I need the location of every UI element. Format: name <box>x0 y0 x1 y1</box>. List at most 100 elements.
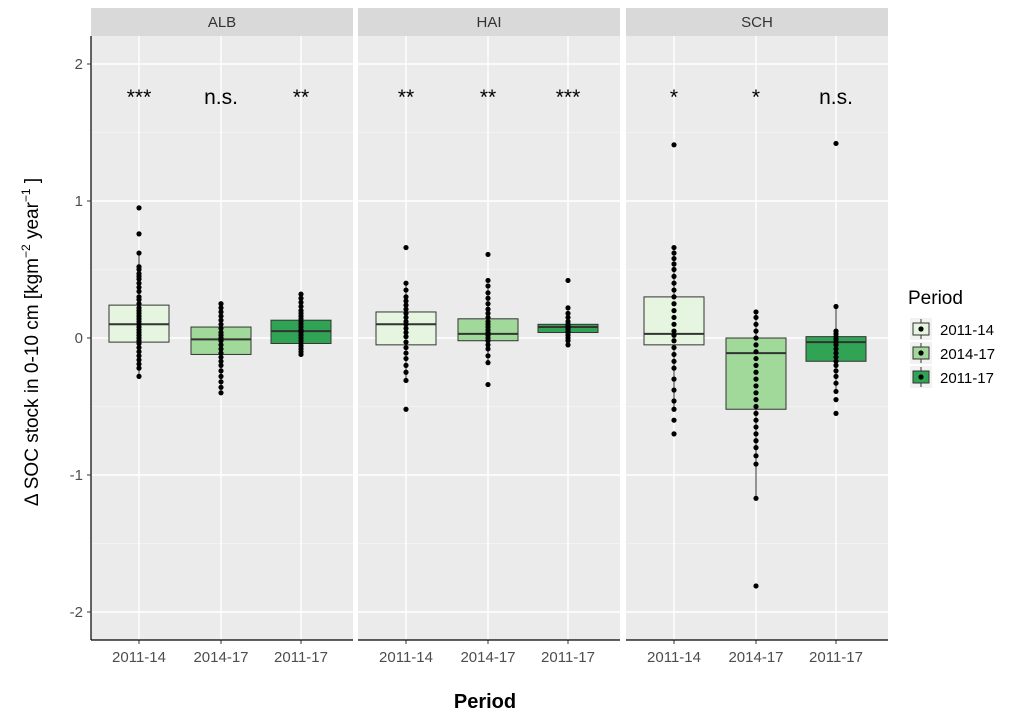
facet-strip-label: SCH <box>741 14 773 31</box>
data-point <box>833 368 839 374</box>
x-tick-label: 2011-17 <box>541 649 595 666</box>
data-point <box>565 342 571 348</box>
data-point <box>833 373 839 379</box>
y-tick-label: -1 <box>70 467 83 484</box>
data-point <box>136 344 142 351</box>
data-point <box>833 342 839 348</box>
data-point <box>218 358 224 364</box>
y-tick-label: 2 <box>75 56 83 73</box>
data-point <box>298 291 304 297</box>
data-point <box>753 342 759 348</box>
legend-key-point <box>918 326 924 332</box>
data-point <box>136 288 142 295</box>
y-axis-title-suffix: ] <box>22 178 43 189</box>
data-point <box>218 384 224 390</box>
significance-label: ** <box>293 86 309 109</box>
significance-label: * <box>752 86 760 109</box>
data-point <box>671 261 677 267</box>
data-point <box>485 295 491 301</box>
data-point <box>136 266 142 273</box>
data-point <box>136 250 142 256</box>
legend: Period 2011-14 2014-17 2011-17 <box>908 288 995 388</box>
data-point <box>403 310 409 316</box>
panels-layer: ALB***2011-14n.s.2014-17**2011-17HAI**20… <box>91 8 888 666</box>
data-point <box>403 362 409 368</box>
facet-strip <box>358 8 620 36</box>
significance-label: * <box>670 86 678 109</box>
data-point <box>403 377 409 384</box>
data-point <box>671 321 677 327</box>
data-point <box>753 309 759 315</box>
data-point <box>485 310 491 316</box>
data-point <box>485 346 491 352</box>
data-point <box>485 342 491 348</box>
x-tick-label: 2014-17 <box>193 649 248 666</box>
data-point <box>671 308 677 314</box>
legend-label: 2011-17 <box>940 370 994 387</box>
data-point <box>671 328 677 334</box>
data-point <box>485 251 491 258</box>
x-tick-label: 2011-17 <box>274 649 328 666</box>
data-point <box>136 361 142 367</box>
data-point <box>218 362 224 368</box>
data-point <box>753 445 759 451</box>
data-point <box>753 495 759 501</box>
data-point <box>485 290 491 296</box>
data-point <box>671 255 677 262</box>
data-point <box>403 339 409 345</box>
box-sch-2011-17: n.s. <box>805 86 867 416</box>
box-sch-2011-14: * <box>643 86 705 437</box>
data-point <box>136 373 142 379</box>
y-axis: -2 -1 0 1 2 <box>70 36 92 640</box>
data-point <box>218 368 224 374</box>
facet-strip-label: ALB <box>208 14 236 31</box>
significance-label: *** <box>556 86 581 109</box>
data-point <box>403 329 409 336</box>
box-alb-2011-14: *** <box>108 86 170 379</box>
data-point <box>753 335 759 341</box>
legend-key-point <box>918 374 924 380</box>
data-point <box>403 287 409 293</box>
data-point <box>485 301 491 307</box>
x-tick-label: 2014-17 <box>728 649 783 666</box>
y-axis-title: Δ SOC stock in 0-10 cm [kgm−2 year−1 ] <box>19 178 43 506</box>
legend-entry-2011-17: 2011-17 <box>910 366 994 388</box>
data-point <box>136 284 142 290</box>
data-point <box>218 373 224 379</box>
data-point <box>671 280 677 286</box>
data-point <box>753 397 759 403</box>
data-point <box>671 287 677 293</box>
legend-title: Period <box>908 288 963 309</box>
data-point <box>403 325 409 332</box>
data-point <box>403 280 409 286</box>
data-point <box>833 354 839 360</box>
data-point <box>671 351 677 358</box>
data-point <box>833 358 839 364</box>
data-point <box>753 376 759 382</box>
data-point <box>485 360 491 366</box>
data-point <box>136 297 142 303</box>
data-point <box>136 340 142 347</box>
data-point <box>671 344 677 351</box>
significance-label: ** <box>398 86 414 109</box>
x-axis-title: Period <box>454 691 516 713</box>
data-point <box>753 349 759 355</box>
data-point <box>136 301 142 307</box>
legend-entry-2011-14: 2011-14 <box>910 318 994 340</box>
data-point <box>403 344 409 351</box>
data-point <box>485 277 491 284</box>
y-tick-label: 0 <box>75 330 83 347</box>
legend-key-point <box>918 350 924 356</box>
data-point <box>403 314 409 321</box>
data-point <box>671 365 677 371</box>
data-point <box>671 332 677 338</box>
data-point <box>218 305 224 311</box>
significance-label: n.s. <box>819 86 853 109</box>
data-point <box>565 305 571 311</box>
data-point <box>403 350 409 356</box>
data-point <box>298 295 304 301</box>
data-point <box>403 244 409 251</box>
data-point <box>833 380 839 386</box>
data-point <box>833 346 839 352</box>
